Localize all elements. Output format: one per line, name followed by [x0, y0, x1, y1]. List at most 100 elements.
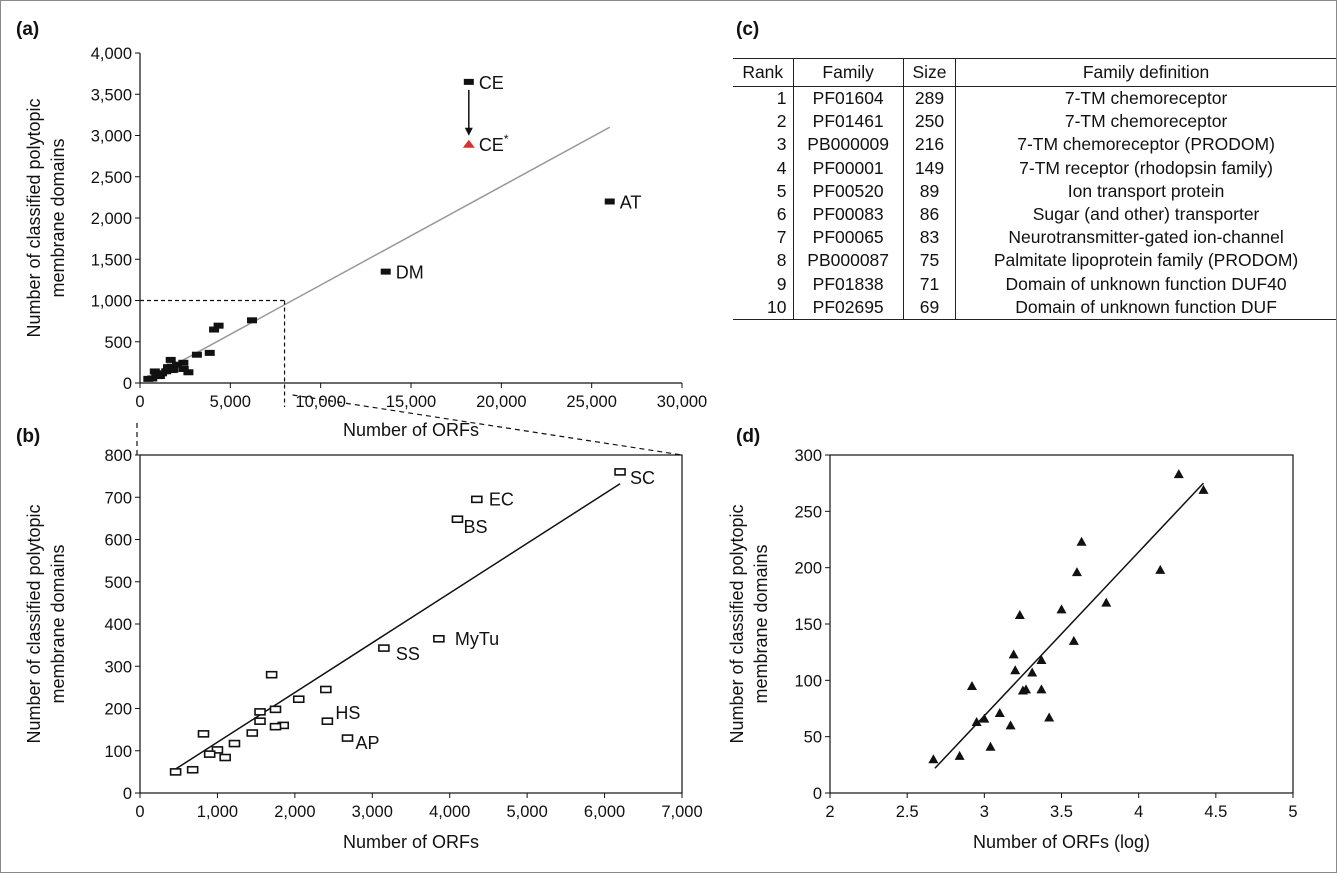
point-label: SS — [396, 644, 420, 664]
data-point — [1198, 484, 1209, 494]
cell-size: 83 — [902, 226, 956, 250]
x-tick-label: 1,000 — [197, 803, 238, 821]
highlight-label: CE* — [479, 132, 509, 155]
data-point — [204, 349, 215, 356]
shift-arrow-head — [464, 127, 473, 136]
cell-definition: Neurotransmitter-gated ion-channel — [955, 226, 1336, 250]
x-tick-label: 4.5 — [1204, 803, 1227, 821]
y-tick-label: 250 — [794, 503, 822, 521]
point-label: BS — [463, 517, 487, 537]
point-label: EC — [489, 489, 514, 509]
table-row: 2 PF01461 250 7-TM chemoreceptor — [733, 110, 1336, 134]
data-point — [451, 515, 464, 524]
data-point — [197, 730, 210, 738]
y-tick-label: 800 — [104, 447, 132, 465]
cell-size: 86 — [902, 202, 956, 227]
y-axis-label: Number of classified polytopic — [727, 504, 747, 743]
y-axis-label: membrane domains — [48, 544, 68, 703]
cell-rank: 8 — [776, 250, 787, 271]
data-point — [433, 634, 445, 643]
data-point — [228, 739, 241, 748]
header-rank: Rank — [733, 58, 793, 87]
cell-definition: 7-TM receptor (rhodopsin family) — [955, 156, 1336, 180]
data-point — [211, 746, 224, 754]
x-tick-label: 4,000 — [429, 803, 470, 821]
data-point — [321, 717, 334, 725]
header-size: Size — [902, 58, 956, 87]
data-point — [265, 670, 278, 679]
data-point — [165, 356, 176, 363]
data-point — [1010, 665, 1021, 675]
data-point — [209, 326, 220, 333]
fit-line — [934, 482, 1205, 769]
cell-definition: 7-TM chemoreceptor — [955, 86, 1336, 111]
cell-size: 89 — [902, 179, 956, 203]
cell-family: PF02695 — [792, 295, 904, 320]
point-label: HS — [335, 703, 360, 723]
x-tick-label: 3,000 — [352, 803, 393, 821]
data-point — [1056, 604, 1067, 614]
cell-rank: 7 — [776, 227, 787, 248]
y-axis-label: Number of classified polytopic — [24, 98, 44, 337]
cell-definition: Sugar (and other) transporter — [955, 202, 1336, 227]
data-point — [378, 644, 390, 652]
x-tick-label: 5,000 — [506, 803, 547, 821]
y-tick-label: 3,500 — [91, 86, 132, 104]
data-point — [614, 468, 626, 476]
x-tick-label: 2 — [825, 803, 834, 821]
panel-c-letter: (c) — [736, 19, 759, 40]
x-tick-label: 6,000 — [584, 803, 625, 821]
family-table: Rank Family Size Family definition 1 PF01… — [733, 58, 1336, 320]
y-tick-label: 0 — [123, 375, 132, 393]
table-row: 6 PF00083 86 Sugar (and other) transporter — [733, 202, 1336, 227]
y-tick-label: 2,000 — [91, 210, 132, 228]
zoom-connector-lines — [136, 394, 683, 456]
cell-size: 289 — [902, 86, 956, 111]
data-point — [219, 753, 231, 762]
data-point — [1101, 597, 1112, 607]
table-row: 1 PF01604 289 7-TM chemoreceptor — [733, 86, 1336, 111]
data-point — [966, 680, 977, 690]
data-point — [172, 361, 183, 368]
cell-size: 69 — [902, 295, 956, 320]
y-tick-label: 4,000 — [91, 45, 132, 63]
y-tick-label: 400 — [104, 616, 132, 634]
x-tick-label: 2,000 — [274, 803, 315, 821]
cell-family: PF01838 — [792, 272, 904, 296]
data-point — [191, 351, 202, 358]
panel-d-letter: (d) — [736, 426, 760, 447]
cell-family: PF01461 — [792, 110, 904, 134]
y-tick-label: 1,500 — [91, 251, 132, 269]
x-axis-label: Number of ORFs — [343, 420, 479, 440]
y-tick-label: 100 — [104, 743, 132, 761]
data-point — [1027, 667, 1038, 677]
y-tick-label: 0 — [813, 785, 822, 803]
cell-definition: Palmitate lipoprotein family (PRODOM) — [955, 249, 1336, 273]
point-label: DM — [396, 263, 424, 283]
data-point — [1068, 635, 1079, 645]
y-tick-label: 50 — [804, 729, 822, 747]
cell-family: PF00065 — [792, 226, 904, 250]
y-tick-label: 500 — [104, 334, 132, 352]
data-point — [971, 717, 982, 727]
point-label: MyTu — [455, 629, 499, 649]
data-point — [254, 717, 266, 725]
x-axis-label: Number of ORFs (log) — [973, 832, 1150, 852]
y-tick-label: 200 — [794, 560, 822, 578]
header-family: Family — [792, 58, 904, 87]
cell-rank: 6 — [776, 204, 787, 225]
panel-b-letter: (b) — [16, 426, 40, 447]
highlight-label-sup: * — [504, 132, 509, 146]
x-tick-label: 10,000 — [295, 393, 345, 411]
fit-line — [172, 483, 621, 772]
cell-definition: 7-TM chemoreceptor — [955, 110, 1336, 134]
data-point — [154, 373, 165, 380]
cell-family: PF01604 — [792, 86, 904, 111]
y-tick-label: 500 — [104, 574, 132, 592]
data-point — [166, 367, 177, 374]
data-point — [254, 708, 266, 716]
data-point — [186, 765, 199, 774]
y-tick-label: 3,000 — [91, 128, 132, 146]
x-tick-label: 20,000 — [476, 393, 526, 411]
